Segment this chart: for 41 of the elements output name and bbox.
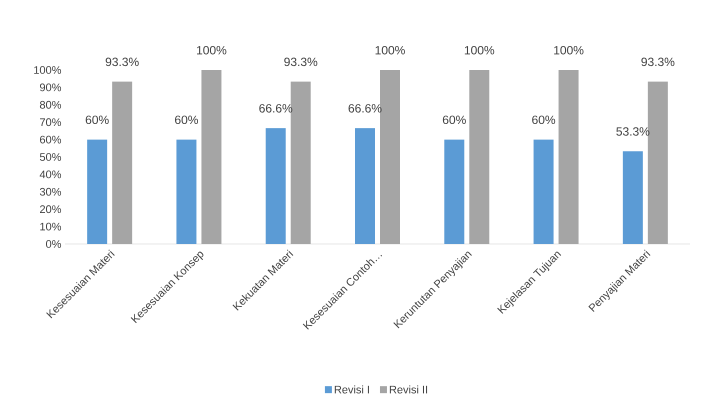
bar (176, 140, 196, 244)
data-label: 93.3% (106, 58, 139, 66)
y-tick-label: 100% (34, 66, 62, 74)
bar (469, 70, 490, 244)
y-tick-label: 20% (40, 205, 62, 214)
bar (380, 70, 400, 244)
bar (112, 82, 132, 244)
data-label: 53.3% (616, 127, 650, 136)
y-tick-label: 10% (40, 222, 62, 230)
bar (201, 70, 222, 244)
y-tick-label: 50% (40, 153, 62, 161)
legend-label: Revisi I (334, 385, 369, 394)
y-tick-label: 60% (40, 136, 62, 144)
bar (648, 82, 668, 244)
y-tick-label: 30% (40, 188, 62, 196)
legend-label: Revisi II (390, 385, 428, 394)
bar (534, 140, 554, 244)
data-label: 100% (376, 46, 405, 54)
y-tick-label: 70% (40, 118, 62, 126)
data-label: 60% (532, 116, 556, 124)
bar (266, 128, 286, 244)
y-tick-label: 0% (46, 240, 62, 248)
data-label: 100% (196, 46, 226, 54)
bar (558, 70, 579, 244)
bar (290, 82, 311, 244)
data-label: 66.6% (259, 104, 292, 113)
bar (444, 140, 464, 244)
y-tick-label: 80% (40, 100, 62, 109)
data-label: 66.6% (348, 104, 382, 113)
bar (622, 151, 643, 244)
data-label: 60% (175, 116, 198, 124)
data-label: 93.3% (641, 58, 674, 66)
data-label: 100% (464, 46, 494, 54)
data-label: 100% (554, 46, 584, 54)
data-label: 60% (442, 116, 466, 124)
data-label: 93.3% (284, 58, 318, 66)
bar (355, 128, 375, 244)
y-tick-label: 40% (40, 170, 62, 178)
y-tick-label: 90% (40, 84, 62, 92)
data-label: 60% (86, 116, 109, 124)
bar (87, 140, 108, 244)
